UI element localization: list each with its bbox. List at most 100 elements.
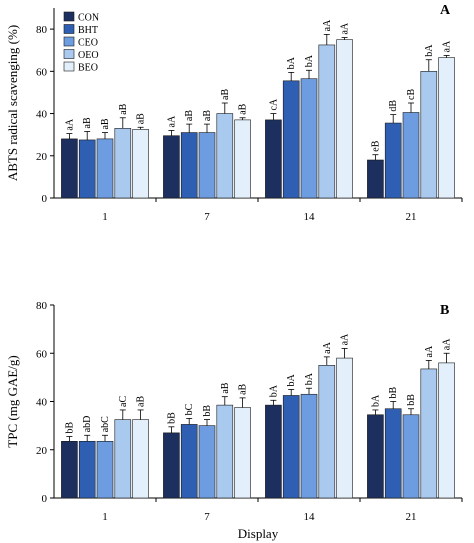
y-tick-label: 20	[36, 151, 48, 163]
bar	[384, 408, 402, 499]
bar	[198, 132, 216, 199]
chart-panel-a: 0 20 40 60 80 ABTS radical scavenging (%) A 1 aA…	[5, 3, 463, 223]
bar	[367, 159, 384, 199]
bar	[438, 362, 455, 499]
legend-swatch	[63, 36, 75, 47]
data-label: aB	[238, 383, 249, 394]
bar	[78, 139, 96, 199]
data-label: bA	[286, 56, 297, 69]
legend-swatch	[63, 24, 75, 34]
y-tick-label: 60	[36, 66, 48, 78]
bar	[234, 119, 251, 199]
x-tick-label: 21	[406, 211, 417, 223]
data-label: bB	[64, 421, 75, 433]
bar	[234, 407, 251, 499]
data-label: aB	[184, 110, 195, 121]
bar	[163, 432, 180, 499]
legend-label: OEO	[78, 50, 99, 61]
y-tick-label: 0	[42, 493, 48, 505]
legend-label: BHT	[78, 25, 98, 36]
bar	[132, 129, 149, 199]
data-label: aB	[220, 382, 231, 393]
data-label: aA	[322, 341, 333, 353]
y-tick-label: 0	[42, 193, 48, 205]
x-tick-label: 1	[102, 211, 108, 223]
bar	[318, 44, 336, 199]
bar	[282, 395, 300, 499]
bar	[96, 441, 114, 499]
data-label: aB	[220, 89, 231, 100]
x-axis-label: Display	[238, 526, 279, 541]
bar	[384, 122, 402, 199]
data-label: aB	[136, 113, 147, 124]
x-tick-label: 7	[204, 211, 210, 223]
y-axis-label: TPC (mg GAE/g)	[5, 355, 20, 447]
data-label: bA	[268, 384, 279, 397]
legend-swatch	[63, 49, 75, 59]
x-tick-label: 14	[304, 211, 316, 223]
x-tick-label: 1	[102, 511, 108, 523]
bar	[282, 80, 300, 199]
bar	[402, 414, 420, 499]
data-label: aB	[202, 110, 213, 121]
bar	[216, 113, 234, 199]
data-label: bB	[406, 394, 417, 406]
y-tick-label: 20	[36, 445, 48, 457]
legend-label: CEO	[78, 38, 98, 49]
bar	[265, 404, 282, 499]
x-tick-label: 7	[204, 511, 210, 523]
data-label: bB	[388, 387, 399, 399]
bar	[163, 135, 180, 199]
data-label: aA	[322, 19, 333, 31]
legend-swatch	[63, 61, 75, 72]
bar	[265, 119, 282, 199]
data-label: aA	[442, 338, 453, 350]
legend-label: CON	[78, 13, 99, 24]
legend-label: BEO	[78, 63, 98, 74]
data-label: cB	[406, 89, 417, 100]
data-label: bB	[166, 412, 177, 424]
data-label: aB	[136, 396, 147, 407]
bar	[336, 357, 353, 499]
y-tick-label: 80	[36, 300, 48, 312]
bar	[420, 368, 438, 499]
y-tick-label: 40	[36, 109, 48, 121]
bar	[61, 138, 78, 199]
data-label: aA	[340, 333, 351, 345]
data-label: bA	[370, 394, 381, 407]
bar	[300, 393, 318, 499]
bar	[114, 128, 132, 199]
data-label: aB	[100, 118, 111, 129]
bar	[318, 365, 336, 499]
y-tick-label: 40	[36, 397, 48, 409]
bar	[402, 112, 420, 199]
bar	[438, 57, 455, 199]
y-axis-label: ABTS radical scavenging (%)	[5, 25, 20, 181]
data-label: aA	[166, 115, 177, 127]
legend-swatch	[63, 11, 75, 22]
data-label: abD	[82, 416, 93, 433]
data-label: bA	[424, 44, 435, 57]
bar	[180, 424, 198, 499]
data-label: bC	[184, 403, 195, 415]
data-label: aB	[118, 103, 129, 114]
data-label: aB	[82, 117, 93, 128]
panel-label: B	[440, 303, 449, 318]
y-tick-label: 80	[36, 24, 48, 36]
bar	[78, 441, 96, 499]
data-label: cA	[268, 98, 279, 110]
data-label: bB	[202, 405, 213, 417]
data-label: dB	[388, 100, 399, 112]
bar	[96, 138, 114, 199]
chart-panel-b: 0 20 40 60 80 TPC (mg GAE/g) B 1 bB abD abC aC aB 7 bB…	[5, 300, 463, 541]
data-label: aA	[64, 118, 75, 130]
bar	[114, 419, 132, 499]
data-label: aA	[442, 40, 453, 52]
data-label: aC	[118, 396, 129, 407]
data-label: abC	[100, 416, 111, 432]
bar	[61, 441, 78, 499]
bar	[367, 414, 384, 499]
bar	[420, 71, 438, 199]
bar	[216, 404, 234, 499]
